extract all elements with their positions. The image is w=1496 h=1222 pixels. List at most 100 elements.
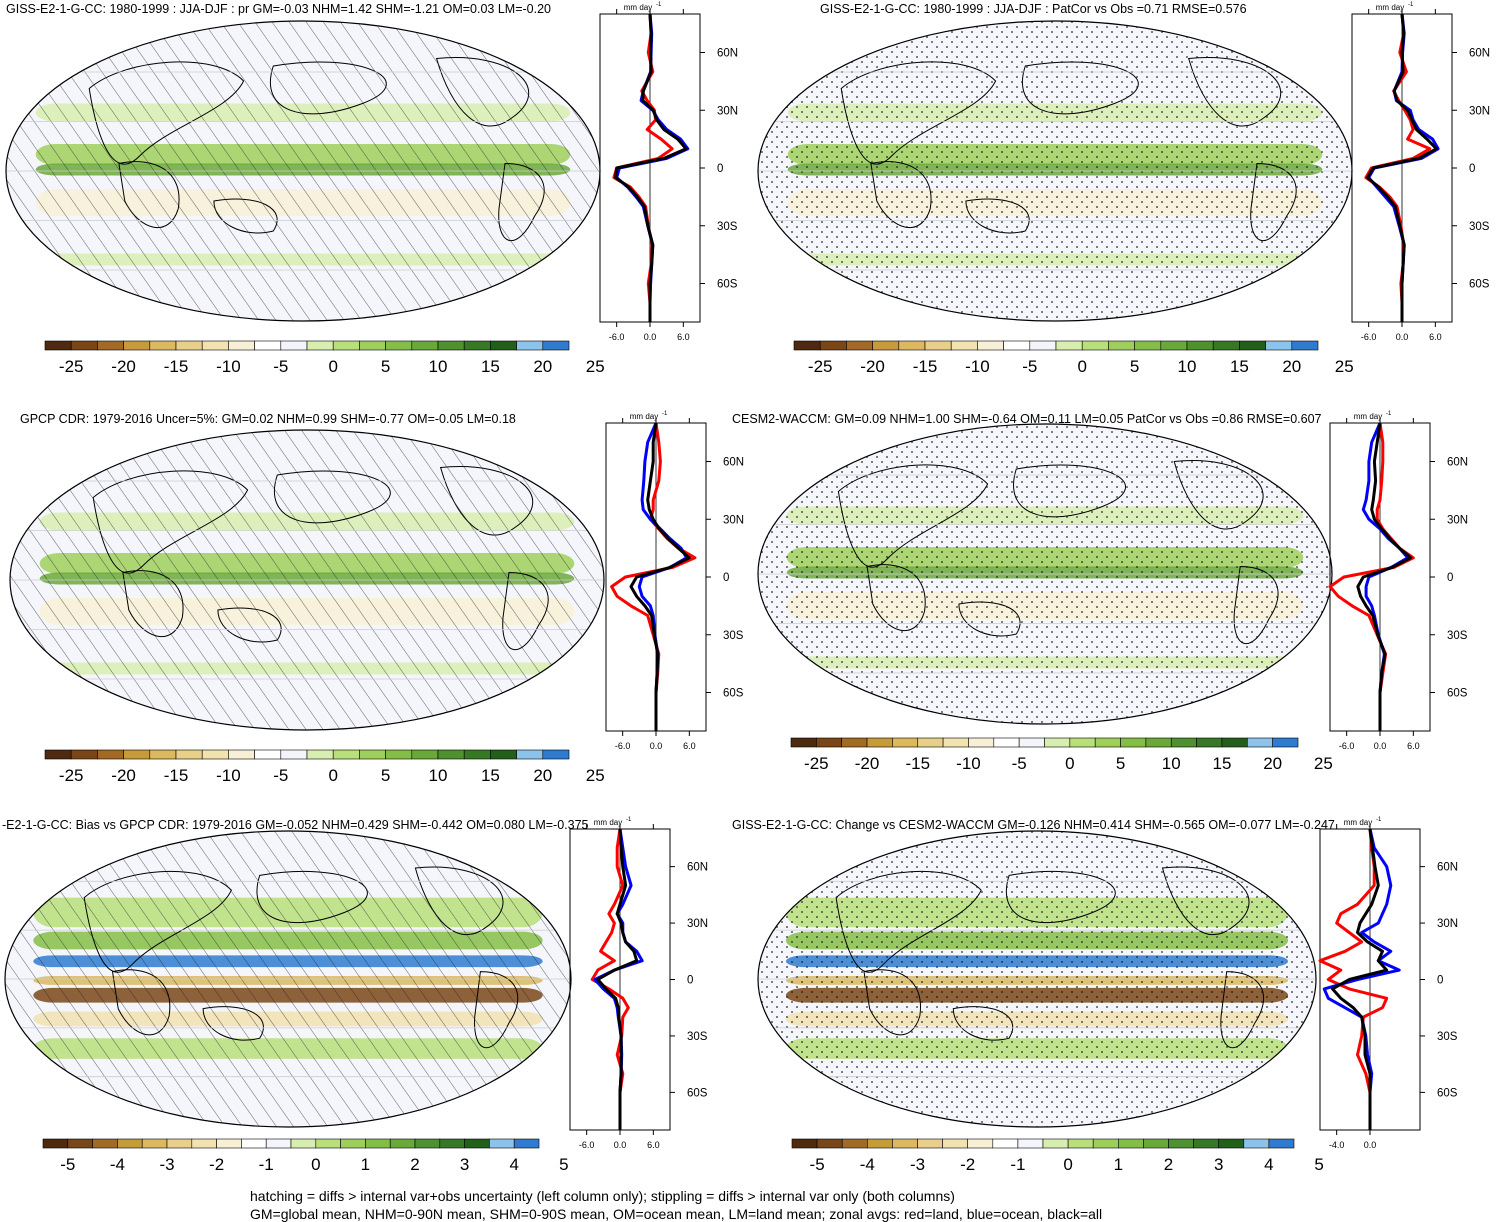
- zonal-series-line: [596, 828, 639, 1130]
- zonal-series-line: [1361, 422, 1410, 731]
- zonal-series-line: [629, 422, 691, 731]
- colorbar-swatch: [1018, 737, 1045, 748]
- colorbar-swatch: [44, 340, 72, 351]
- colorbar-swatch: [816, 1138, 843, 1149]
- precip-band: [33, 987, 543, 1003]
- precip-band: [785, 976, 1289, 985]
- colorbar-label: 0: [311, 1155, 320, 1174]
- y-tick-label: 30N: [1437, 918, 1458, 930]
- colorbar-label: 25: [586, 766, 605, 785]
- hatch-overlay: [6, 21, 600, 321]
- panel-title: -E2-1-G-CC: Bias vs GPCP CDR: 1979-2016 …: [2, 818, 589, 832]
- colorbar-label: -4: [860, 1155, 875, 1174]
- precip-band: [39, 572, 575, 585]
- coastline: [111, 969, 171, 1036]
- stipple-overlay: [758, 21, 1352, 321]
- units-label: mm day: [1354, 412, 1382, 421]
- precip-band: [35, 103, 571, 122]
- y-tick-label: 60N: [1437, 862, 1458, 874]
- zonal-series-line: [612, 13, 674, 322]
- map-background: [10, 430, 604, 730]
- coastline: [1022, 61, 1139, 115]
- map-field: [6, 21, 600, 321]
- coastline: [435, 57, 530, 127]
- colorbar-swatch: [1143, 1138, 1169, 1149]
- colorbar-swatch: [332, 749, 360, 760]
- colorbar-swatch: [280, 749, 308, 760]
- units-superscript: -1: [1386, 411, 1392, 417]
- precip-band: [787, 103, 1323, 122]
- colorbar-swatch: [123, 749, 151, 760]
- precip-band: [35, 144, 571, 165]
- colorbar-label: 2: [410, 1155, 419, 1174]
- colorbar-swatch: [1272, 737, 1299, 748]
- y-tick-label: 30S: [1447, 630, 1468, 642]
- colorbar-swatch: [44, 749, 72, 760]
- colorbar-label: -20: [111, 766, 136, 785]
- colorbar-swatch: [516, 749, 544, 760]
- panel-title: CESM2-WACCM: GM=0.09 NHM=1.00 SHM=-0.64 …: [732, 412, 1322, 426]
- colorbar-label: -10: [965, 357, 990, 376]
- colorbar-swatch: [70, 340, 98, 351]
- x-tick-label: 6.0: [647, 1140, 660, 1150]
- x-tick-label: 0.0: [1396, 332, 1409, 342]
- zonal-avg-chart: -6.0 0.0 6.0 60N 30N 0 30S 60S mm day -1: [599, 2, 738, 342]
- colorbar-swatch: [1108, 340, 1135, 351]
- colorbar-label: 0: [1077, 357, 1086, 376]
- colorbar-swatch: [437, 340, 465, 351]
- precip-band: [785, 1011, 1289, 1027]
- colorbar-swatch: [97, 749, 124, 760]
- y-tick-label: 60N: [723, 457, 744, 469]
- colorbar-swatch: [439, 1138, 465, 1149]
- panel-title: GPCP CDR: 1979-2016 Uncer=5%: GM=0.02 NH…: [20, 412, 516, 426]
- x-tick-label: 6.0: [677, 332, 690, 342]
- coastline: [1173, 460, 1264, 530]
- colorbar-swatch: [917, 1138, 943, 1149]
- map-background: [758, 424, 1332, 724]
- colorbar-label: 20: [1282, 357, 1301, 376]
- x-tick-label: 0.0: [1364, 1140, 1377, 1150]
- colorbar-label: -5: [273, 357, 288, 376]
- coastline: [269, 61, 387, 115]
- colorbar-swatch: [1268, 1138, 1295, 1149]
- y-tick-label: 60S: [723, 688, 744, 700]
- y-tick-label: 0: [1469, 163, 1475, 175]
- map-border: [757, 423, 1333, 725]
- stipple-overlay: [758, 424, 1332, 724]
- y-tick-label: 60N: [1469, 48, 1490, 60]
- y-tick-label: 60S: [1469, 279, 1490, 291]
- colorbar-swatch: [542, 340, 570, 351]
- colorbar-label: -1: [259, 1155, 274, 1174]
- precip-band: [39, 553, 575, 574]
- colorbar-swatch: [228, 340, 255, 351]
- colorbar-label: -10: [216, 766, 241, 785]
- units-superscript: -1: [626, 817, 632, 823]
- colorbar: -25 -20 -15 -10 -5 0 5 10 15 20 25: [44, 749, 605, 785]
- colorbar-label: 5: [381, 357, 390, 376]
- colorbar-swatch: [437, 749, 465, 760]
- coastline: [835, 870, 982, 973]
- colorbar-label: 20: [533, 766, 552, 785]
- colorbar-swatch: [542, 749, 570, 760]
- zonal-series-line: [1356, 422, 1413, 731]
- map-border: [5, 20, 601, 322]
- coastline: [840, 61, 997, 165]
- colorbar: -5 -4 -3 -2 -1 0 1 2 3 4 5: [791, 1138, 1324, 1174]
- colorbar-label: 20: [1263, 754, 1282, 773]
- colorbar-swatch: [992, 1138, 1019, 1149]
- units-label: mm day: [624, 3, 652, 12]
- zonal-series-line: [1331, 828, 1389, 1130]
- colorbar-swatch: [67, 1138, 93, 1149]
- colorbar-swatch: [290, 1138, 317, 1149]
- zonal-series-line: [1367, 13, 1440, 322]
- colorbar-label: -20: [855, 754, 880, 773]
- footer-line-2: GM=global mean, NHM=0-90N mean, SHM=0-90…: [250, 1206, 1103, 1222]
- colorbar-swatch: [411, 340, 439, 351]
- colorbar-label: -20: [860, 357, 885, 376]
- units-label: mm day: [1344, 818, 1372, 827]
- colorbar-swatch: [92, 1138, 118, 1149]
- panel-title: GISS-E2-1-G-CC: 1980-1999 : JJA-DJF : Pa…: [820, 2, 1247, 16]
- colorbar-swatch: [1160, 340, 1188, 351]
- precip-band: [785, 955, 1289, 968]
